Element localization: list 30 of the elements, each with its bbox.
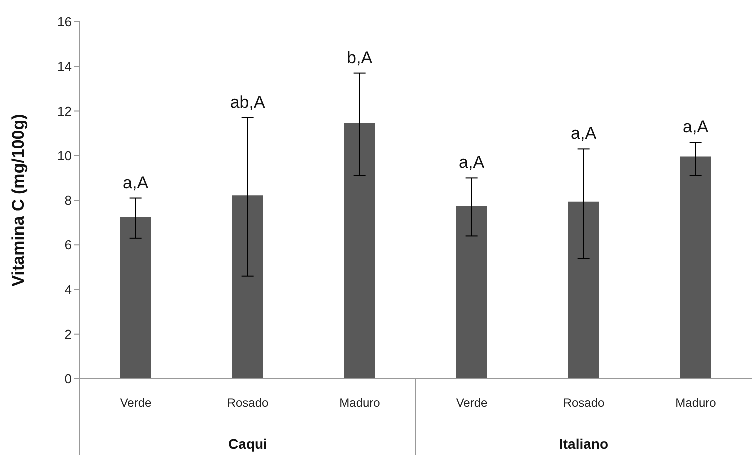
x-tick-label: Verde [456,396,488,410]
y-tick-label: 6 [64,238,72,253]
y-tick-label: 8 [64,193,72,208]
bar [680,156,712,379]
bar [232,196,264,379]
y-tick-label: 14 [58,59,72,74]
x-tick-label: Rosado [563,396,605,410]
annotation: a,A [571,124,598,144]
annotation: ab,A [230,92,266,112]
x-tick-label: Rosado [227,396,269,410]
bar [456,206,488,379]
y-tick-label: 2 [64,326,72,342]
y-tick-label: 10 [58,148,72,164]
y-tick-label: 0 [64,372,72,387]
annotation: a,A [683,117,710,136]
annotation: a,A [123,173,150,192]
bar [120,217,152,379]
bar [344,123,376,379]
x-tick-label: Maduro [340,396,381,410]
annotation: a,A [459,153,486,172]
annotation: b,A [347,48,374,68]
y-tick-label: 12 [58,104,72,119]
y-tick-label: 4 [64,282,72,298]
y-tick-label: 16 [58,14,72,30]
bar [568,202,600,379]
text: Italiano [559,436,609,452]
x-tick-label: Verde [120,396,152,410]
text: Caqui [228,436,268,452]
y-axis-title: Vitamina C (mg/100g) [9,114,28,287]
x-tick-label: Maduro [676,396,717,410]
